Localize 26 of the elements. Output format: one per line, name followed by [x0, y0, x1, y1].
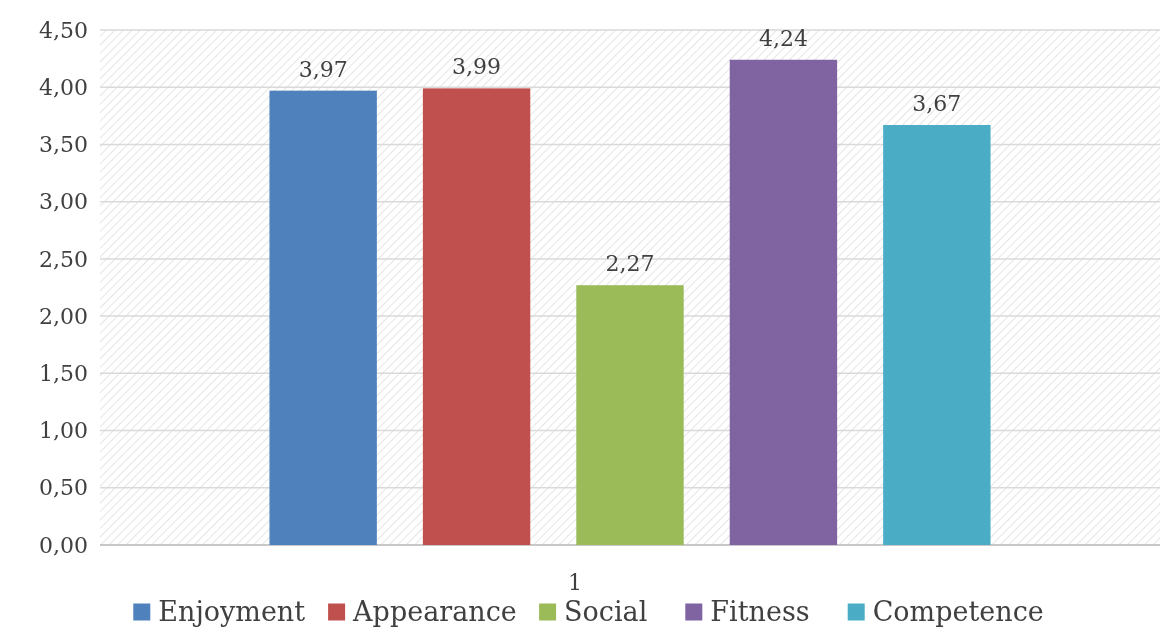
y-tick-label: 1,50	[39, 361, 88, 387]
data-label: 3,97	[298, 56, 348, 82]
y-tick-label: 0,00	[39, 532, 88, 558]
legend-label: Competence	[872, 596, 1044, 628]
legend-label: Enjoyment	[158, 596, 306, 628]
y-tick-label: 1,00	[39, 418, 88, 444]
bar	[576, 285, 684, 545]
data-label: 2,27	[605, 251, 655, 277]
bar	[422, 88, 531, 545]
data-label: 3,67	[912, 90, 962, 116]
bar	[883, 124, 991, 545]
legend-label: Social	[564, 596, 648, 628]
bar	[729, 59, 838, 545]
y-tick-label: 3,50	[39, 132, 88, 158]
y-tick-label: 2,00	[39, 303, 88, 329]
y-tick-label: 2,50	[39, 246, 88, 272]
legend-label: Appearance	[352, 596, 517, 628]
y-tick-label: 3,00	[39, 189, 88, 215]
legend-label: Fitness	[710, 596, 810, 628]
bar	[269, 90, 377, 545]
data-label: 4,24	[758, 25, 808, 51]
y-tick-label: 4,00	[39, 74, 88, 100]
x-tick-label: 1	[568, 570, 582, 595]
y-tick-label: 0,50	[39, 475, 88, 501]
y-tick-label: 4,50	[39, 17, 88, 43]
data-label: 3,99	[452, 54, 502, 80]
